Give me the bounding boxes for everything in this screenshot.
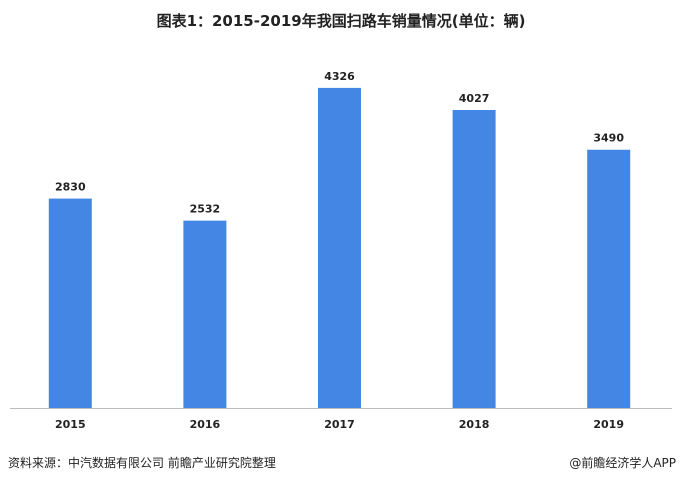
x-tick-label: 2019 (593, 418, 624, 431)
x-tick-label: 2018 (459, 418, 490, 431)
bar-chart: 2830 2015 2532 2016 4326 2017 4027 2018 3490 2019 (10, 70, 672, 431)
data-label: 3490 (593, 132, 624, 145)
data-label: 2532 (190, 203, 221, 216)
source-note: 资料来源：中汽数据有限公司 前瞻产业研究院整理 (8, 456, 276, 470)
x-tick-label: 2017 (324, 418, 355, 431)
data-label: 4027 (459, 92, 490, 105)
data-label: 4326 (324, 70, 355, 83)
credit-note: @前瞻经济学人APP (569, 456, 676, 470)
chart-title: 图表1：2015-2019年我国扫路车销量情况(单位：辆) (156, 12, 526, 30)
x-tick-label: 2016 (190, 418, 221, 431)
bar-2016 (183, 220, 227, 408)
data-label: 2830 (55, 181, 86, 194)
bar-2018 (452, 110, 496, 408)
x-tick-label: 2015 (55, 418, 86, 431)
bar-2017 (318, 87, 361, 408)
bar-2015 (48, 198, 92, 408)
bar-2019 (587, 149, 631, 409)
